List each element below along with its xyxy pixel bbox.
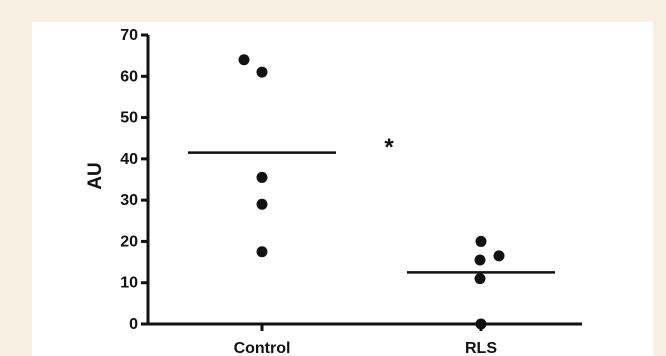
y-axis: 0 10 20 30 40 50 60 70 [120, 27, 150, 333]
data-point [238, 54, 250, 66]
data-point [474, 273, 486, 285]
data-point [475, 235, 487, 247]
data-point [256, 66, 268, 78]
y-tick-label: 30 [120, 192, 138, 209]
y-tick-label: 50 [120, 110, 138, 127]
data-point [475, 318, 487, 330]
y-tick-label: 20 [120, 233, 138, 250]
y-tick-label: 0 [129, 316, 138, 333]
y-tick-label: 70 [120, 27, 138, 44]
data-point [256, 246, 268, 258]
significance-annotation: * [384, 134, 394, 161]
x-axis: Control RLS [148, 322, 582, 356]
mean-lines [188, 151, 555, 274]
y-tick-label: 40 [120, 151, 138, 168]
data-point [256, 171, 268, 183]
y-tick-label: 60 [120, 68, 138, 85]
data-points [238, 54, 505, 330]
x-tick-label: Control [234, 340, 291, 356]
data-point [474, 254, 486, 266]
plot-panel [32, 22, 653, 356]
data-point [256, 198, 268, 210]
data-point [493, 250, 505, 262]
y-tick-label: 10 [120, 275, 138, 292]
x-tick-label: RLS [465, 340, 497, 356]
y-axis-title: AU [85, 162, 106, 189]
